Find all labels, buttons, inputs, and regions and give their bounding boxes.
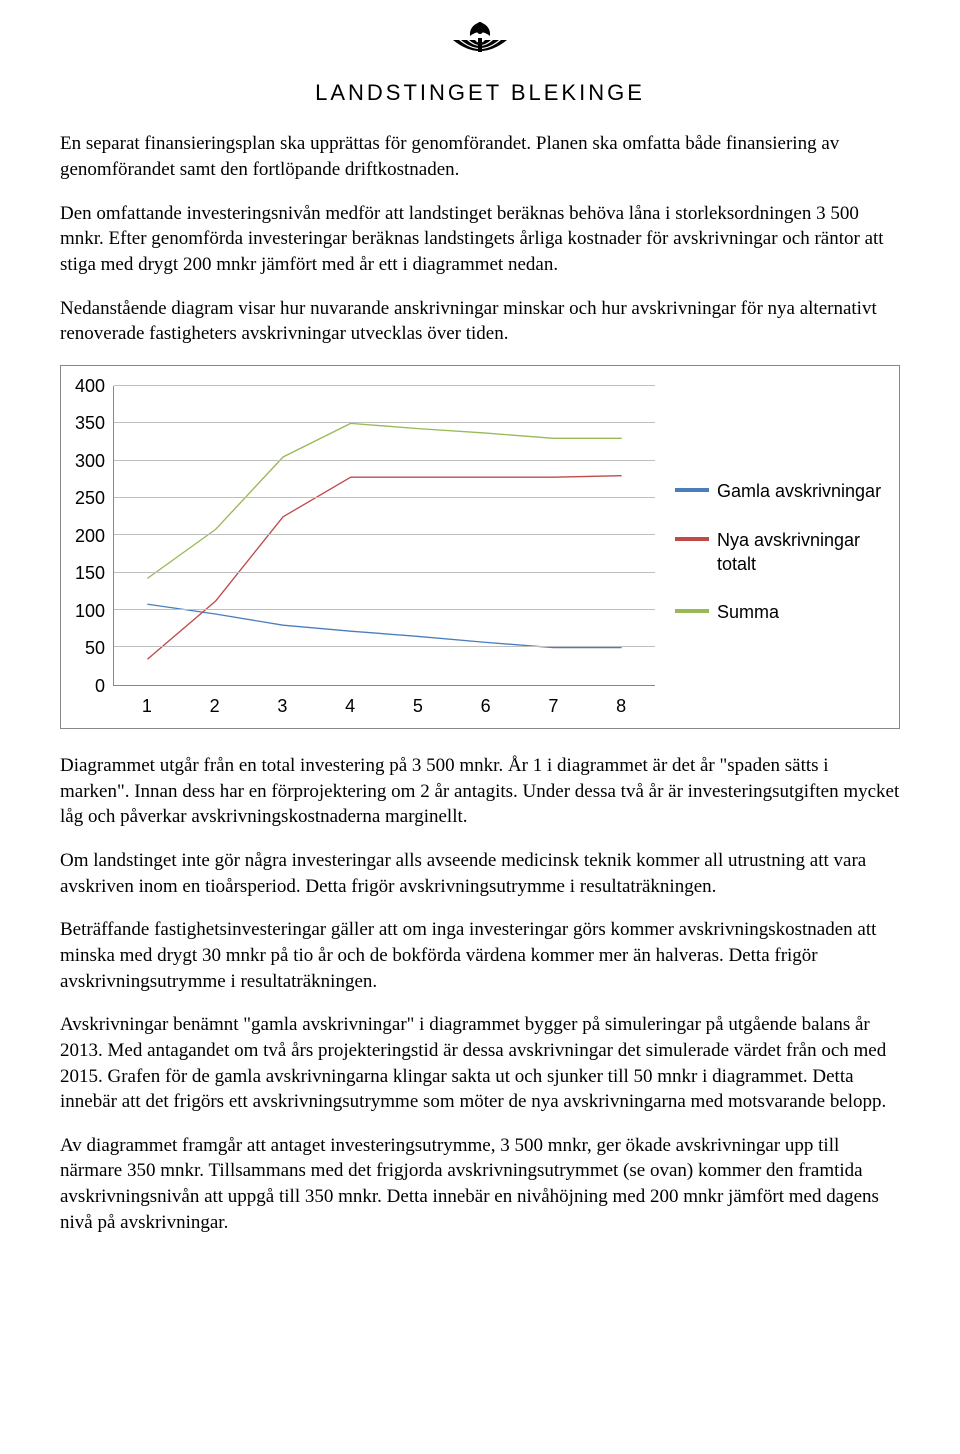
depreciation-chart: 050100150200250300350400 12345678 Gamla … xyxy=(60,365,900,729)
legend-swatch xyxy=(675,537,709,541)
x-tick-label: 1 xyxy=(113,694,181,718)
legend-item: Nya avskrivningar totalt xyxy=(675,528,885,577)
paragraph-6: Beträffande fastighetsinvesteringar gäll… xyxy=(60,917,900,994)
paragraph-7: Avskrivningar benämnt "gamla avskrivning… xyxy=(60,1012,900,1115)
chart-x-axis: 12345678 xyxy=(113,686,655,718)
legend-label: Gamla avskrivningar xyxy=(717,479,881,503)
x-tick-label: 6 xyxy=(452,694,520,718)
x-tick-label: 7 xyxy=(520,694,588,718)
chart-y-axis: 050100150200250300350400 xyxy=(75,386,113,686)
paragraph-3: Nedanstående diagram visar hur nuvarande… xyxy=(60,296,900,347)
paragraph-8: Av diagrammet framgår att antaget invest… xyxy=(60,1133,900,1236)
chart-legend: Gamla avskrivningar Nya avskrivningar tot… xyxy=(655,386,885,718)
legend-swatch xyxy=(675,488,709,492)
legend-item: Gamla avskrivningar xyxy=(675,479,885,503)
chart-plot-area xyxy=(113,386,655,686)
legend-label: Nya avskrivningar totalt xyxy=(717,528,885,577)
legend-item: Summa xyxy=(675,600,885,624)
x-tick-label: 5 xyxy=(384,694,452,718)
paragraph-1: En separat finansieringsplan ska upprätt… xyxy=(60,131,900,182)
x-tick-label: 8 xyxy=(587,694,655,718)
paragraph-2: Den omfattande investeringsnivån medför … xyxy=(60,201,900,278)
brand-logo xyxy=(60,20,900,70)
legend-label: Summa xyxy=(717,600,779,624)
x-tick-label: 2 xyxy=(181,694,249,718)
legend-swatch xyxy=(675,609,709,613)
paragraph-4: Diagrammet utgår från en total investeri… xyxy=(60,753,900,830)
brand-name: LANDSTINGET BLEKINGE xyxy=(60,78,900,108)
x-tick-label: 4 xyxy=(316,694,384,718)
paragraph-5: Om landstinget inte gör några investerin… xyxy=(60,848,900,899)
x-tick-label: 3 xyxy=(249,694,317,718)
